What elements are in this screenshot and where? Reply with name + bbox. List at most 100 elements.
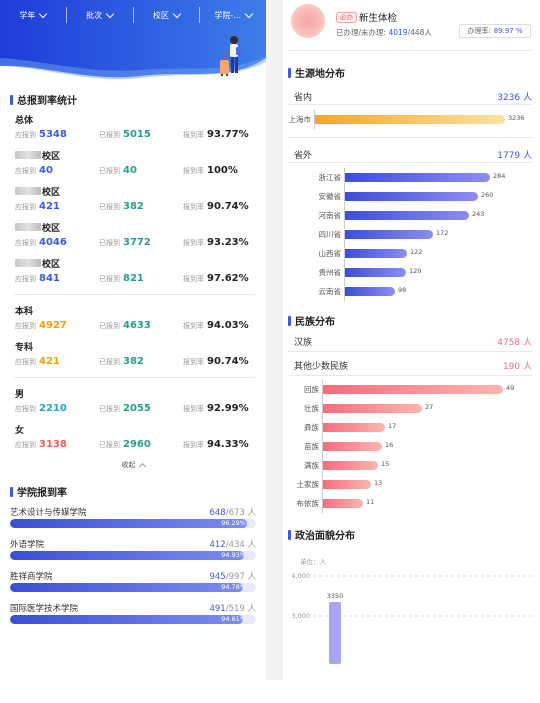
reported-label: 已报到 xyxy=(99,238,120,247)
level-stats: 本科 应报到 4927 已报到 4633 报到率 94.03% 专科 应报到 421 已… xyxy=(0,295,266,369)
should-label: 应报到 xyxy=(15,357,36,366)
task-card[interactable]: 必办 新生体检 已办理/未办理: 4019/448人 办理率: 89.97 % xyxy=(283,0,540,48)
bar-label: 云南省 xyxy=(283,282,345,301)
stat-row: 应报到 5348 已报到 5015 报到率 93.77% xyxy=(15,126,266,142)
reported-label: 已报到 xyxy=(99,202,120,211)
bar-label: 上海市 xyxy=(283,110,315,129)
college-item[interactable]: 艺术设计与传媒学院 648/673 人 96.29% xyxy=(0,505,266,528)
bar-track: 98 xyxy=(345,282,540,301)
done-value: 4019 xyxy=(388,28,408,37)
filter-year[interactable]: 学年 xyxy=(0,7,67,23)
group-name-campus: 校区 xyxy=(15,256,266,270)
han-value: 4758 人 xyxy=(497,337,532,348)
collapse-button[interactable]: 收起 xyxy=(0,458,266,472)
bar-track: 120 xyxy=(345,263,540,282)
bar-track: 13 xyxy=(323,475,540,494)
bar-label: 贵州省 xyxy=(283,263,345,282)
title-accent xyxy=(10,486,13,497)
bar-value: 284 xyxy=(493,172,506,180)
college-item[interactable]: 外语学院 412/434 人 94.93% xyxy=(0,537,266,560)
bar-track: 172 xyxy=(345,225,540,244)
reported-value: 5015 xyxy=(123,128,151,140)
bar-label: 安徽省 xyxy=(283,187,345,206)
college-item[interactable]: 胜祥商学院 945/997 人 94.78% xyxy=(0,569,266,592)
bar-value: 16 xyxy=(385,441,394,449)
group-label: 总体 xyxy=(15,115,34,126)
stat-row: 应报到 40 已报到 40 报到率 100% xyxy=(15,162,266,178)
bar-track: 49 xyxy=(323,380,540,399)
bar-value: 11 xyxy=(366,498,375,506)
filter-college[interactable]: 学院-... xyxy=(200,7,266,23)
bar-track: 260 xyxy=(345,187,540,206)
task-progress-ring xyxy=(291,4,325,38)
traveler-illustration-icon xyxy=(220,36,242,77)
should-value: 421 xyxy=(39,200,60,212)
collapse-label: 收起 xyxy=(121,461,136,469)
filter-batch[interactable]: 批次 xyxy=(67,7,134,23)
rate-value: 94.03% xyxy=(207,319,249,331)
should-value: 5348 xyxy=(39,128,67,140)
filter-batch-label: 批次 xyxy=(86,10,103,20)
should-value: 2210 xyxy=(39,402,67,414)
group-name-campus: 校区 xyxy=(15,220,266,234)
reported-label: 已报到 xyxy=(99,404,120,413)
rate-value: 92.99% xyxy=(207,402,249,414)
bar-track: 11 xyxy=(323,494,540,513)
bar xyxy=(345,230,433,239)
task-name: 新生体检 xyxy=(359,13,398,24)
divider xyxy=(288,104,532,105)
bar-value: 13 xyxy=(374,479,383,487)
college-item[interactable]: 国际医学技术学院 491/519 人 94.61% xyxy=(0,601,266,624)
should-label: 应报到 xyxy=(15,202,36,211)
ethnic-bar-row: 满族 15 xyxy=(283,456,540,475)
chevron-down-icon xyxy=(244,9,254,18)
bar-value: 17 xyxy=(388,422,397,430)
should-label: 应报到 xyxy=(15,166,36,175)
bar xyxy=(345,211,469,220)
bar xyxy=(329,602,341,664)
bar-value: 3236 xyxy=(508,114,525,122)
out-province-label: 省外 xyxy=(294,150,313,161)
chevron-up-icon xyxy=(138,462,146,471)
college-reported: 491 xyxy=(209,603,226,614)
college-pct: 96.29% xyxy=(221,519,246,527)
out-province-bar-row: 浙江省 284 xyxy=(283,168,540,187)
out-province-bar-row: 河南省 243 xyxy=(283,206,540,225)
bar-label: 土家族 xyxy=(283,475,323,494)
rate-value: 100% xyxy=(207,164,238,176)
other-ethnic-label: 其他少数民族 xyxy=(294,361,349,372)
bar-value: 49 xyxy=(506,384,515,392)
political-title: 政治面貌分布 xyxy=(288,527,540,542)
done-total: /448人 xyxy=(407,28,432,37)
divider xyxy=(288,162,532,163)
rate-value: 89.97 % xyxy=(493,27,523,35)
bar-label: 壮族 xyxy=(283,399,323,418)
filter-bar: 学年 批次 校区 学院-... xyxy=(0,7,266,23)
college-progress-bar: 94.78% xyxy=(10,583,256,592)
should-label: 应报到 xyxy=(15,130,36,139)
in-province-label: 省内 xyxy=(294,92,313,103)
rate-label: 报到率 xyxy=(183,321,204,330)
filter-campus[interactable]: 校区 xyxy=(134,7,201,23)
origin-section-header: 生源地分布 xyxy=(283,51,540,80)
rate-value: 90.74% xyxy=(207,355,249,367)
college-row: 国际医学技术学院 491/519 人 xyxy=(10,601,256,614)
reported-label: 已报到 xyxy=(99,321,120,330)
divider xyxy=(288,50,532,51)
college-pct: 94.93% xyxy=(221,551,246,559)
college-count: 648/673 人 xyxy=(209,506,256,518)
bar-value: 122 xyxy=(410,248,423,256)
reported-value: 382 xyxy=(123,355,144,367)
out-province-bar-row: 贵州省 120 xyxy=(283,263,540,282)
redacted-name xyxy=(15,223,41,231)
y-tick-label: 4,000 xyxy=(291,572,310,580)
group-label: 女 xyxy=(15,425,25,436)
college-row: 胜祥商学院 945/997 人 xyxy=(10,569,256,582)
college-name: 胜祥商学院 xyxy=(10,571,53,582)
out-province-chart: 浙江省 284 安徽省 260 河南省 243 四川省 172 山西省 122 贵州省 120 云南省 9… xyxy=(283,168,540,301)
group-label: 专科 xyxy=(15,342,34,353)
group-label: 校区 xyxy=(42,259,61,270)
divider xyxy=(14,377,254,378)
origin-title-text: 生源地分布 xyxy=(295,69,345,80)
bar xyxy=(345,287,395,296)
